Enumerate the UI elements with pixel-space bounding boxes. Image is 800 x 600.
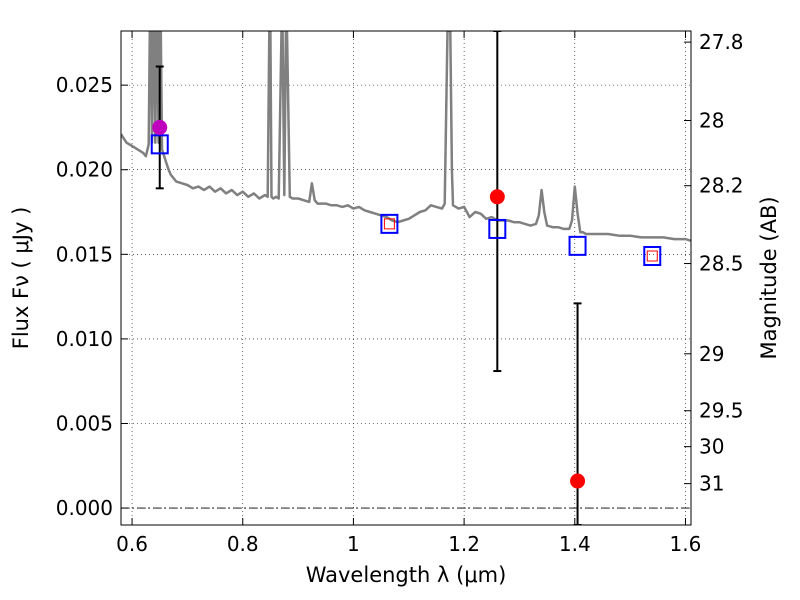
y2-tick-label: 28.2 <box>699 174 744 198</box>
blue-square-marker <box>643 246 662 267</box>
y2-tick-label: 31 <box>699 472 724 496</box>
x-tick-label: 1.4 <box>559 532 591 556</box>
y-tick-label: 0.005 <box>56 411 113 435</box>
y-tick-label: 0.025 <box>56 73 113 97</box>
x-tick-label: 0.8 <box>227 532 259 556</box>
blue-square-marker <box>488 218 507 239</box>
y2-tick-label: 27.8 <box>699 30 744 54</box>
x-tick-label: 1.2 <box>448 532 480 556</box>
y2-tick-label: 30 <box>699 435 724 459</box>
y-tick-label: 0.000 <box>56 496 113 520</box>
red-point <box>489 189 505 205</box>
plot-frame <box>120 30 692 526</box>
magenta-point <box>152 119 168 135</box>
spectrum-line <box>121 31 691 242</box>
blue-square-marker <box>150 134 169 155</box>
red-square-marker <box>383 218 395 230</box>
axes: 0.6 0.8 1 1.2 1.4 1.6 0.000 0.005 0.010 0.015 0.02… <box>56 30 744 556</box>
y2-tick-label: 28 <box>699 109 724 133</box>
y2-tick-label: 29.5 <box>699 399 744 423</box>
x-axis-label: Wavelength λ (μm) <box>306 563 507 587</box>
y-tick-label: 0.020 <box>56 158 113 182</box>
y2-axis-label: Magnitude (AB) <box>757 196 781 359</box>
y-axis-label: Flux Fν ( μJy ) <box>9 207 33 350</box>
y-tick-label: 0.015 <box>56 242 113 266</box>
blue-square-marker <box>380 213 399 234</box>
y-tick-label: 0.010 <box>56 327 113 351</box>
x-tick-label: 1.6 <box>670 532 702 556</box>
x-tick-label: 1 <box>347 532 360 556</box>
blue-square-marker <box>568 235 587 256</box>
red-point <box>570 473 586 489</box>
y2-tick-label: 29 <box>699 342 724 366</box>
red-square-marker <box>646 250 658 262</box>
x-tick-label: 0.6 <box>116 532 148 556</box>
plot-area <box>121 31 691 525</box>
y2-tick-label: 28.5 <box>699 252 744 276</box>
